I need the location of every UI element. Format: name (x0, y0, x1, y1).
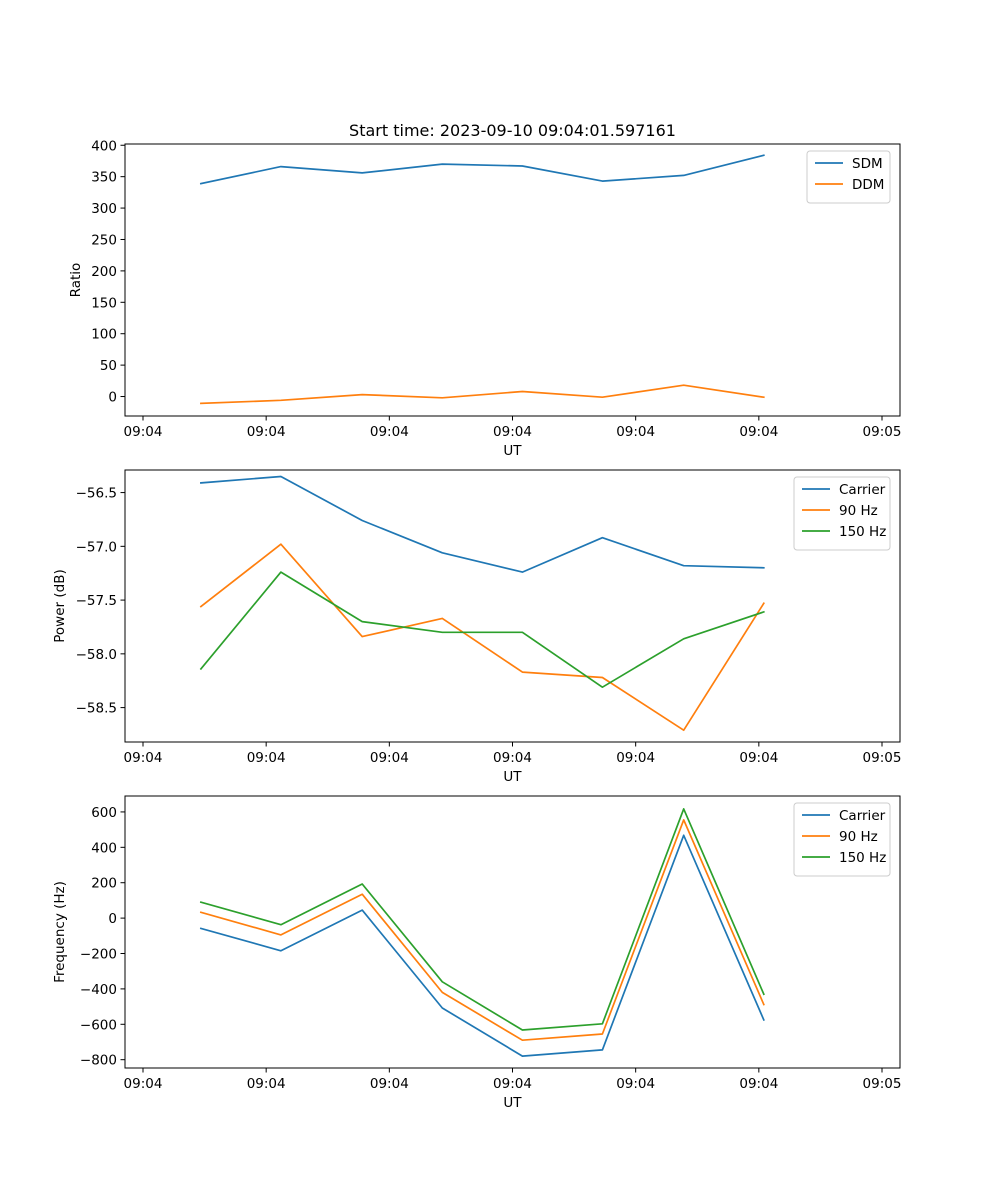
y-tick-label: 300 (91, 201, 117, 217)
axes-frame (124, 469, 901, 743)
legend: Carrier 90 Hz 150 Hz (793, 802, 891, 877)
x-tick-label: 09:04 (739, 750, 778, 766)
y-tick-label: −400 (80, 982, 117, 998)
legend-label: DDM (852, 177, 884, 193)
x-tick-label: 09:04 (370, 1076, 409, 1092)
x-tick-label: 09:04 (370, 750, 409, 766)
axes-frame (124, 795, 901, 1069)
x-tick-label: 09:04 (493, 750, 532, 766)
y-tick-label: 350 (91, 170, 117, 186)
y-tick-label: 400 (91, 138, 117, 154)
x-axis-label: UT (503, 1095, 522, 1111)
legend-label: 150 Hz (839, 524, 886, 540)
series-line-carrier (199, 834, 765, 1057)
y-tick-label: 200 (91, 876, 117, 892)
y-axis-label: Frequency (Hz) (52, 881, 68, 983)
chart-title: Start time: 2023-09-10 09:04:01.597161 (349, 121, 676, 140)
x-tick-label: 09:04 (124, 424, 163, 440)
legend-label: SDM (852, 156, 883, 172)
x-tick-label: 09:04 (739, 424, 778, 440)
series-line-sdm (199, 154, 765, 185)
x-tick-label: 09:05 (863, 750, 902, 766)
x-tick-label: 09:04 (616, 1076, 655, 1092)
axes-frame (124, 143, 901, 417)
y-tick-label: −600 (80, 1017, 117, 1033)
y-tick-label: −200 (80, 947, 117, 963)
x-tick-label: 09:04 (247, 1076, 286, 1092)
legend: SDM DDM (806, 150, 891, 204)
x-tick-label: 09:04 (247, 424, 286, 440)
y-tick-label: 400 (91, 840, 117, 856)
x-tick-label: 09:04 (370, 424, 409, 440)
x-tick-label: 09:04 (124, 750, 163, 766)
y-tick-label: 200 (91, 264, 117, 280)
y-tick-label: −58.0 (76, 647, 117, 663)
x-tick-label: 09:04 (616, 424, 655, 440)
y-tick-label: −57.5 (76, 593, 117, 609)
subplot-3: 09:04 09:04 09:04 09:04 09:04 09:04 09:05 −800 −… (52, 795, 902, 1111)
x-tick-label: 09:04 (493, 424, 532, 440)
legend-label: 150 Hz (839, 850, 886, 866)
series-line-carrier (199, 475, 765, 573)
series-line-150-hz (199, 808, 765, 1031)
subplot-2: 09:04 09:04 09:04 09:04 09:04 09:04 09:05 −58.5… (52, 469, 902, 785)
legend-label: 90 Hz (839, 503, 878, 519)
x-tick-label: 09:04 (493, 1076, 532, 1092)
x-tick-label: 09:04 (616, 750, 655, 766)
y-tick-label: −58.5 (76, 701, 117, 717)
x-tick-label: 09:04 (124, 1076, 163, 1092)
y-tick-label: 100 (91, 327, 117, 343)
subplot-1: 09:04 09:04 09:04 09:04 09:04 09:04 09:05 0 50 10… (68, 121, 901, 459)
x-tick-label: 09:05 (863, 1076, 902, 1092)
x-axis-label: UT (503, 769, 522, 785)
legend: Carrier 90 Hz 150 Hz (793, 476, 891, 551)
y-tick-label: 250 (91, 232, 117, 248)
series-line-90-hz (199, 819, 765, 1042)
legend-label: Carrier (839, 808, 886, 824)
x-tick-label: 09:05 (863, 424, 902, 440)
series-line-150-hz (199, 571, 765, 689)
legend-label: Carrier (839, 482, 886, 498)
y-tick-label: −57.0 (76, 539, 117, 555)
y-tick-label: −800 (80, 1053, 117, 1069)
x-tick-label: 09:04 (247, 750, 286, 766)
x-tick-label: 09:04 (739, 1076, 778, 1092)
legend-box (806, 150, 891, 204)
y-tick-label: 600 (91, 805, 117, 821)
y-axis-label: Power (dB) (52, 569, 68, 642)
series-line-90-hz (199, 543, 765, 732)
y-tick-label: 50 (100, 358, 117, 374)
y-tick-label: 150 (91, 295, 117, 311)
series-line-ddm (200, 384, 765, 405)
y-tick-label: 0 (108, 390, 117, 406)
legend-label: 90 Hz (839, 829, 878, 845)
y-tick-label: 0 (108, 911, 117, 927)
y-tick-label: −56.5 (76, 486, 117, 502)
x-axis-label: UT (503, 443, 522, 459)
y-axis-label: Ratio (68, 263, 84, 298)
